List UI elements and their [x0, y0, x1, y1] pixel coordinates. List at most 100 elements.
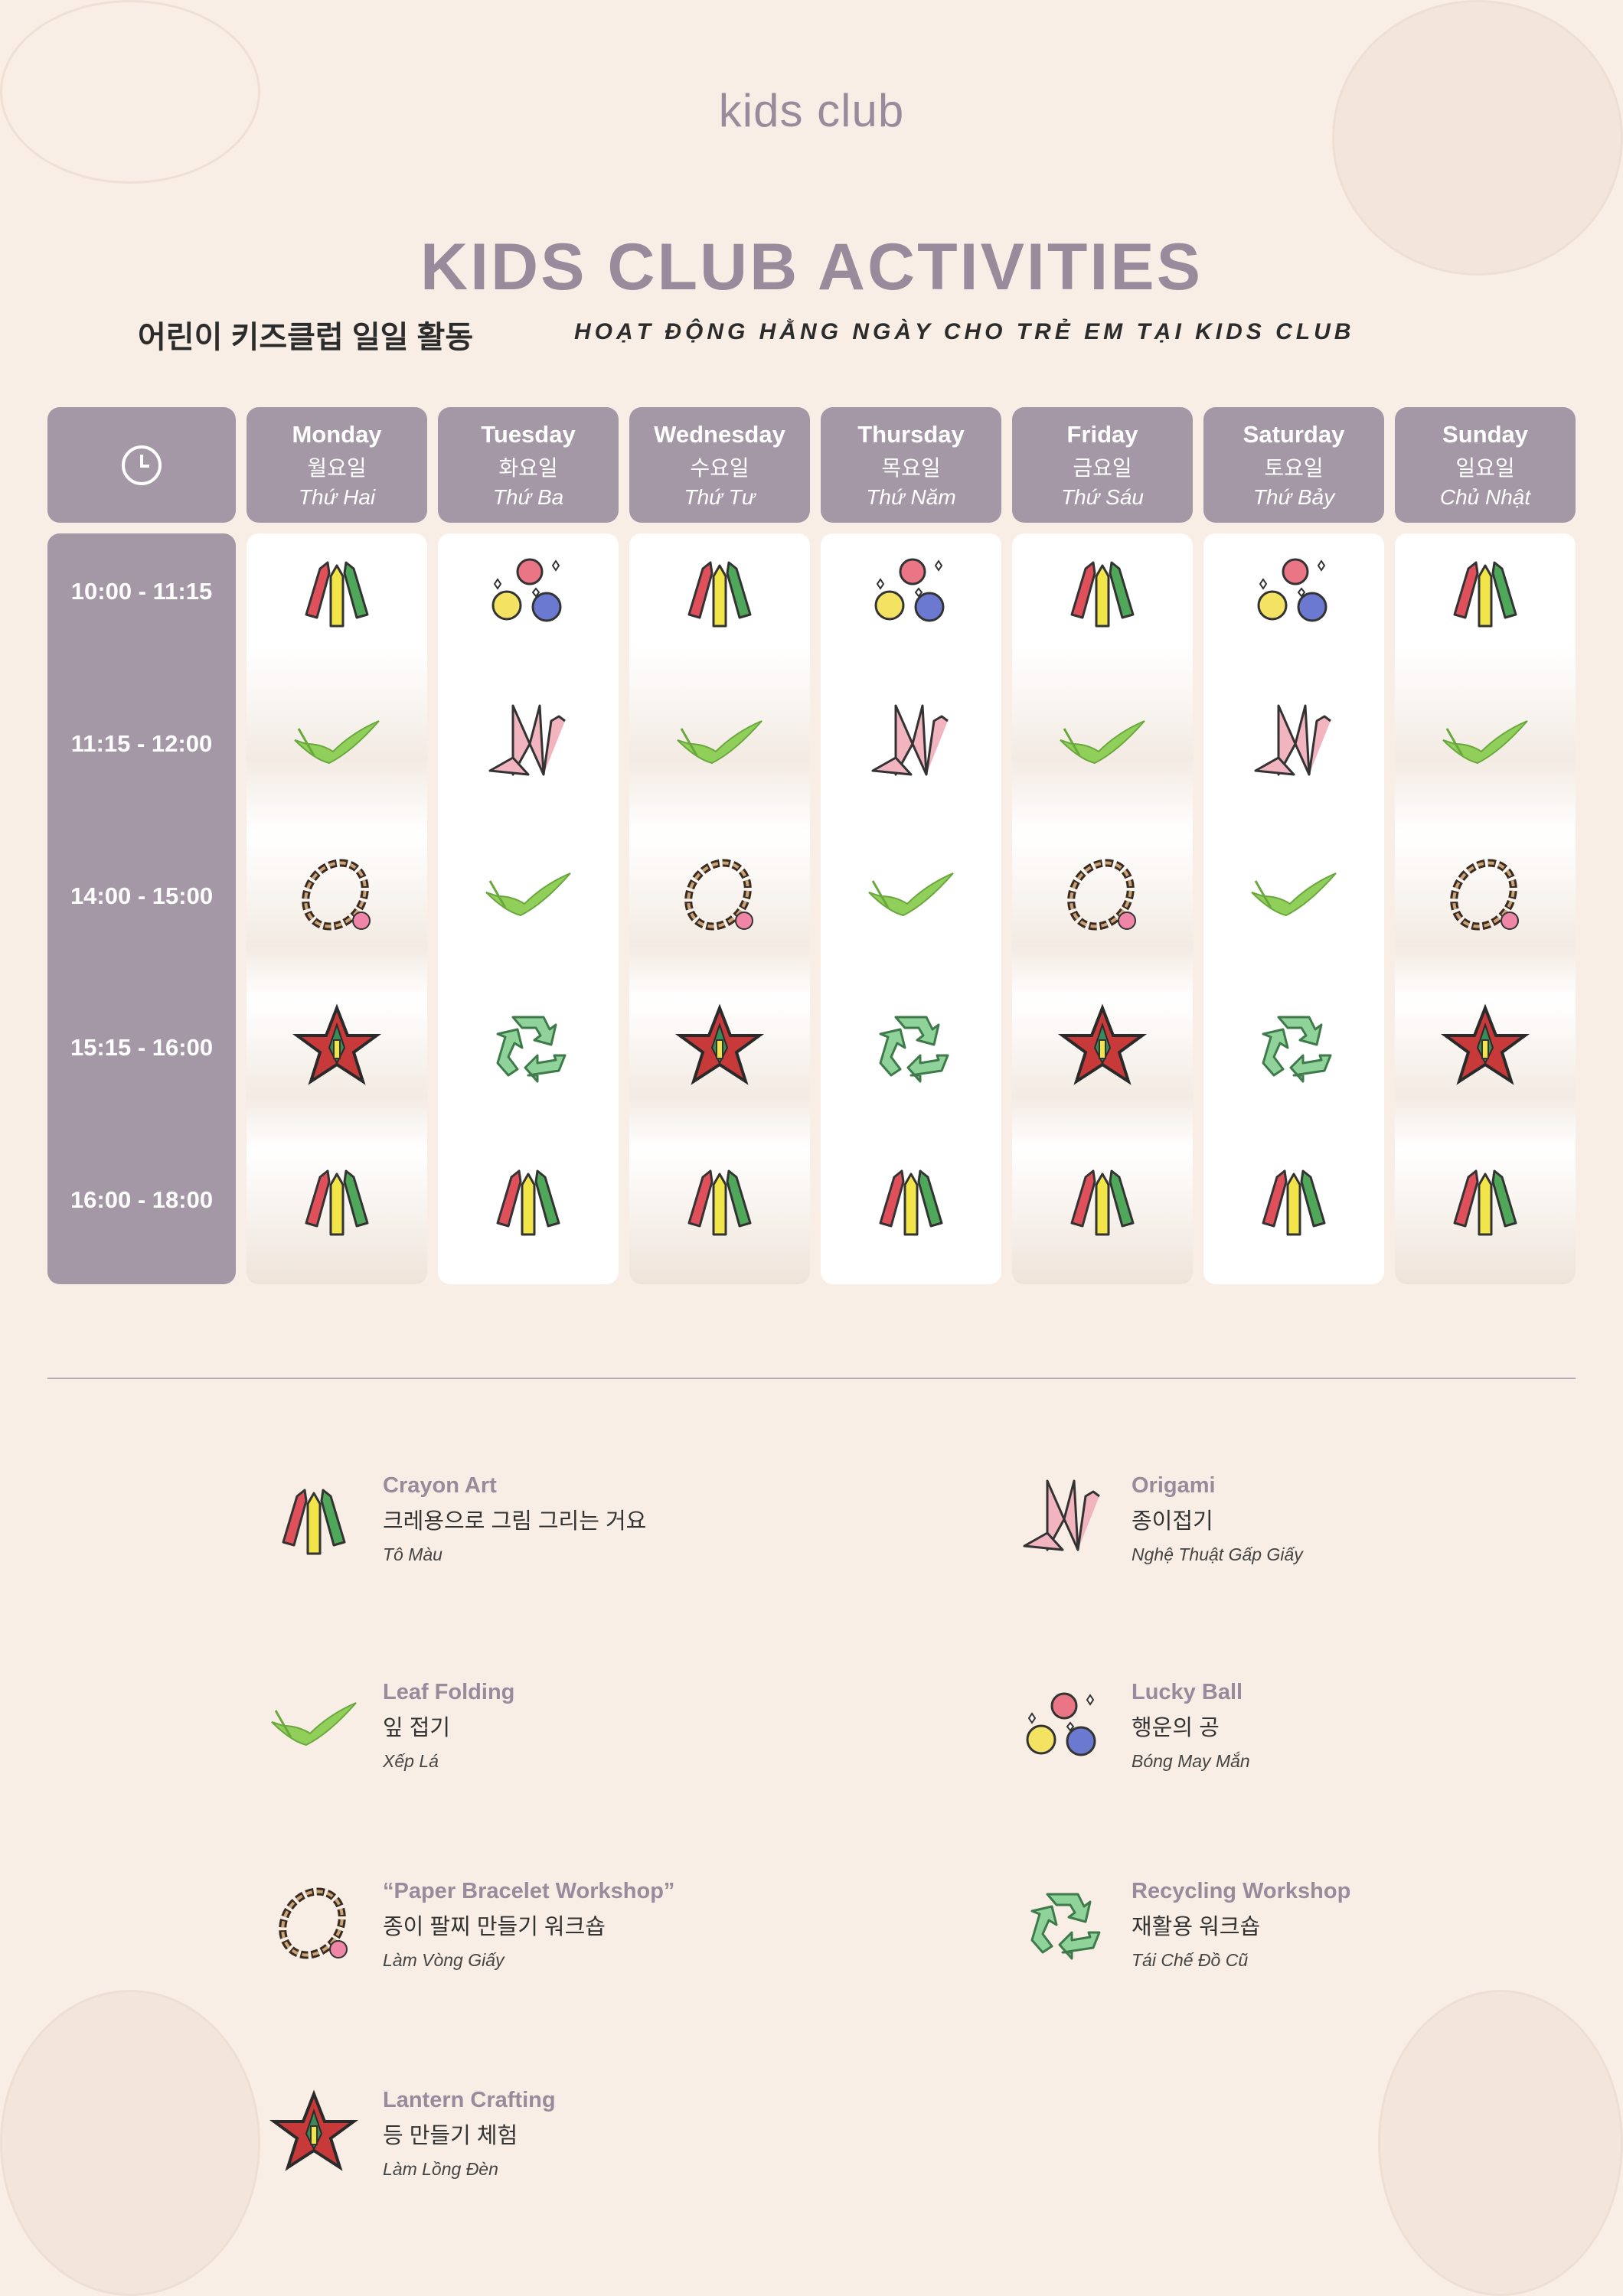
legend-name-vi: Xếp Lá	[383, 1751, 439, 1771]
page-title: KIDS CLUB ACTIVITIES	[420, 230, 1203, 304]
legend-name-vi: Nghệ Thuật Gấp Giấy	[1132, 1544, 1303, 1564]
legend-name-ko: 종이 팔찌 만들기 워크숍	[383, 1915, 606, 1939]
legend-name-vi: Bóng May Mắn	[1132, 1751, 1250, 1771]
subtitle-korean: 어린이 키즈클럽 일일 활동	[138, 321, 474, 354]
leaf-icon	[291, 698, 383, 790]
clock-icon	[122, 445, 162, 485]
legend-name-en: Lantern Crafting	[383, 2088, 556, 2112]
origami-icon	[865, 698, 957, 790]
crayon-icon	[268, 1473, 360, 1565]
divider	[47, 1378, 1576, 1379]
crayon-icon	[1056, 1154, 1148, 1246]
bracelet-icon	[268, 1879, 360, 1971]
bracelet-icon	[291, 850, 383, 942]
crayon-icon	[291, 546, 383, 638]
legend-name-vi: Tái Chế Đồ Cũ	[1132, 1950, 1249, 1970]
recycle-icon	[865, 1002, 957, 1094]
day-name-ko: 수요일	[690, 456, 749, 480]
legend-name-vi: Tô Màu	[383, 1544, 442, 1564]
day-name-ko: 화요일	[498, 456, 558, 480]
day-name-en: Saturday	[1243, 421, 1345, 448]
crayon-icon	[1248, 1154, 1340, 1246]
flower-decoration	[0, 1990, 260, 2296]
day-name-ko: 금요일	[1073, 456, 1132, 480]
lantern-icon	[1439, 1002, 1531, 1094]
day-name-vi: Thứ Sáu	[1060, 485, 1145, 509]
legend-name-vi: Làm Lồng Đèn	[383, 2159, 498, 2179]
recycle-icon	[1017, 1879, 1109, 1971]
time-slot: 10:00 - 11:15	[70, 578, 213, 605]
legend-name-vi: Làm Vòng Giấy	[383, 1950, 505, 1970]
lantern-icon	[268, 2088, 360, 2180]
origami-icon	[1017, 1473, 1109, 1565]
time-header	[47, 407, 236, 523]
logo: kids club	[718, 85, 905, 136]
legend-item: Recycling Workshop 재활용 워크숍 Tái Chế Đồ Cũ	[1017, 1879, 1553, 1994]
day-name-ko: 월요일	[307, 456, 367, 480]
lantern-icon	[291, 1002, 383, 1094]
day-column-wednesday	[629, 533, 810, 1284]
recycle-icon	[1248, 1002, 1340, 1094]
crayon-icon	[674, 1154, 766, 1246]
legend-name-en: Leaf Folding	[383, 1680, 515, 1704]
crayon-icon	[482, 1154, 574, 1246]
day-column-saturday	[1203, 533, 1384, 1284]
day-column-thursday	[821, 533, 1001, 1284]
legend-item: “Paper Bracelet Workshop” 종이 팔찌 만들기 워크숍 Là…	[268, 1879, 804, 1994]
flower-decoration	[1332, 0, 1623, 276]
legend-name-en: Origami	[1132, 1473, 1216, 1498]
legend-item: Lantern Crafting 등 만들기 체험 Làm Lồng Đèn	[268, 2088, 804, 2203]
origami-icon	[482, 698, 574, 790]
day-name-ko: 토요일	[1264, 456, 1324, 480]
time-column: 10:00 - 11:15 11:15 - 12:00 14:00 - 15:00 1…	[47, 533, 236, 1284]
leaf-icon	[674, 698, 766, 790]
day-name-ko: 목요일	[881, 456, 941, 480]
legend-item: Leaf Folding 잎 접기 Xếp Lá	[268, 1680, 804, 1795]
flower-decoration	[1378, 1990, 1623, 2296]
day-header-saturday: Saturday 토요일 Thứ Bảy	[1203, 407, 1384, 523]
time-slot: 14:00 - 15:00	[70, 882, 214, 909]
ball-icon	[865, 546, 957, 638]
day-header-sunday: Sunday 일요일 Chủ Nhật	[1395, 407, 1576, 523]
lantern-icon	[1056, 1002, 1148, 1094]
legend-name-ko: 등 만들기 체험	[383, 2124, 518, 2148]
day-header-tuesday: Tuesday 화요일 Thứ Ba	[438, 407, 619, 523]
leaf-icon	[1056, 698, 1148, 790]
subtitle-vietnamese: HOẠT ĐỘNG HẰNG NGÀY CHO TRẺ EM TẠI KIDS …	[574, 319, 1355, 344]
crayon-icon	[1439, 546, 1531, 638]
legend-name-ko: 잎 접기	[383, 1716, 451, 1740]
day-name-vi: Thứ Năm	[866, 485, 956, 509]
day-name-vi: Thứ Bảy	[1252, 485, 1335, 509]
day-name-vi: Chủ Nhật	[1439, 485, 1531, 509]
time-slot: 16:00 - 18:00	[70, 1186, 214, 1213]
leaf-icon	[865, 850, 957, 942]
crayon-icon	[1439, 1154, 1531, 1246]
recycle-icon	[482, 1002, 574, 1094]
day-name-vi: Thứ Hai	[298, 485, 376, 509]
crayon-icon	[674, 546, 766, 638]
day-column-sunday	[1395, 533, 1576, 1284]
legend-item: Origami 종이접기 Nghệ Thuật Gấp Giấy	[1017, 1473, 1553, 1588]
leaf-icon	[482, 850, 574, 942]
time-slot: 11:15 - 12:00	[70, 730, 213, 757]
leaf-icon	[1439, 698, 1531, 790]
leaf-icon	[1248, 850, 1340, 942]
ball-icon	[1248, 546, 1340, 638]
day-name-vi: Thứ Ba	[492, 485, 564, 509]
legend-name-ko: 재활용 워크숍	[1132, 1915, 1261, 1939]
flower-decoration	[0, 0, 260, 184]
legend-name-en: Crayon Art	[383, 1473, 497, 1498]
day-name-vi: Thứ Tư	[684, 485, 756, 509]
legend-name-en: “Paper Bracelet Workshop”	[383, 1879, 675, 1903]
day-name-en: Tuesday	[481, 421, 576, 448]
legend-item: Crayon Art 크레용으로 그림 그리는 거요 Tô Màu	[268, 1473, 804, 1588]
day-column-friday	[1012, 533, 1193, 1284]
legend-name-en: Recycling Workshop	[1132, 1879, 1351, 1903]
leaf-icon	[268, 1680, 360, 1772]
legend-name-en: Lucky Ball	[1132, 1680, 1243, 1704]
day-name-en: Monday	[292, 421, 382, 448]
ball-icon	[1017, 1680, 1109, 1772]
bracelet-icon	[1056, 850, 1148, 942]
lantern-icon	[674, 1002, 766, 1094]
day-header-friday: Friday 금요일 Thứ Sáu	[1012, 407, 1193, 523]
